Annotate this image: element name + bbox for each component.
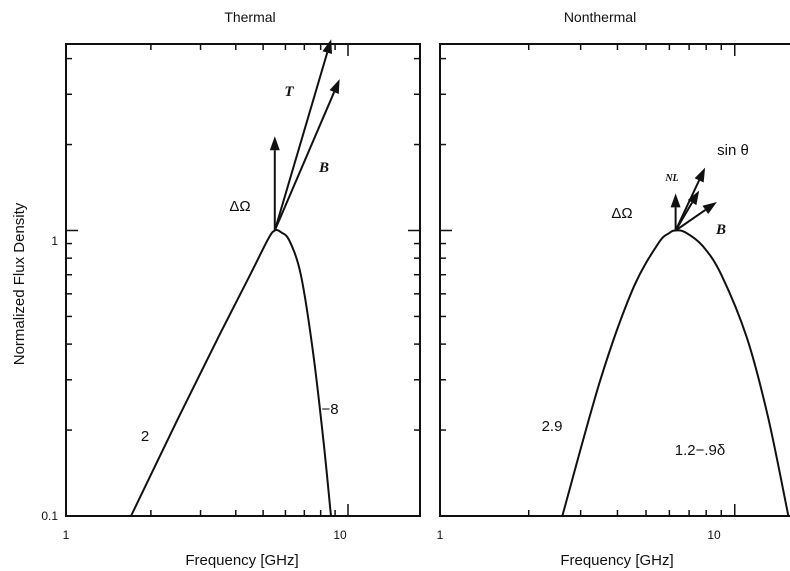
arrow-head bbox=[322, 39, 333, 55]
x-axis-label: Frequency [GHz] bbox=[560, 552, 673, 569]
arrow-label-nl: NL bbox=[664, 173, 678, 184]
nonthermal-panel: Nonthermal Frequency [GHz] 1 10 2.9 1.2−… bbox=[437, 9, 790, 569]
arrow-label-b: B bbox=[318, 160, 329, 176]
slope-label-falling: −8 bbox=[321, 401, 338, 418]
arrow-label-delta-omega: ΔΩ bbox=[611, 205, 632, 222]
spectrum-curve bbox=[561, 229, 790, 517]
plot-frame bbox=[439, 43, 790, 517]
arrow-shaft bbox=[273, 52, 329, 231]
arrow-shaft bbox=[674, 179, 701, 231]
x-tick-label: 10 bbox=[707, 528, 721, 542]
arrow-label-t: T bbox=[284, 84, 294, 100]
arrow-shaft bbox=[675, 209, 706, 232]
y-tick-label: 1 bbox=[51, 234, 58, 248]
arrow-head bbox=[670, 193, 681, 208]
y-axis-label: Normalized Flux Density bbox=[11, 202, 28, 365]
x-tick-label: 10 bbox=[333, 528, 347, 542]
thermal-panel: Thermal Normalized Flux Density Frequenc… bbox=[11, 9, 421, 569]
arrow-head bbox=[702, 201, 717, 215]
arrow-label-b: B bbox=[715, 222, 726, 238]
panel-title: Thermal bbox=[224, 9, 275, 25]
panel-title: Nonthermal bbox=[564, 9, 636, 25]
arrow-head bbox=[694, 167, 706, 183]
x-axis-label: Frequency [GHz] bbox=[185, 552, 298, 569]
arrow-label-sin-theta: sin θ bbox=[717, 142, 749, 159]
plot-frame bbox=[65, 43, 421, 517]
arrow-head bbox=[687, 190, 700, 206]
x-tick-label: 1 bbox=[63, 528, 70, 542]
arrow-head bbox=[269, 136, 280, 151]
arrow-head bbox=[329, 79, 340, 95]
x-tick-label: 1 bbox=[437, 528, 444, 542]
y-tick-label: 0.1 bbox=[41, 509, 58, 523]
spectrum-curve bbox=[130, 229, 332, 517]
slope-label-rising: 2 bbox=[141, 428, 149, 445]
arrow-shaft bbox=[273, 91, 336, 231]
slope-label-falling: 1.2−.9δ bbox=[675, 442, 725, 459]
slope-label-rising: 2.9 bbox=[542, 418, 563, 435]
arrow-label-delta-omega: ΔΩ bbox=[229, 198, 250, 215]
